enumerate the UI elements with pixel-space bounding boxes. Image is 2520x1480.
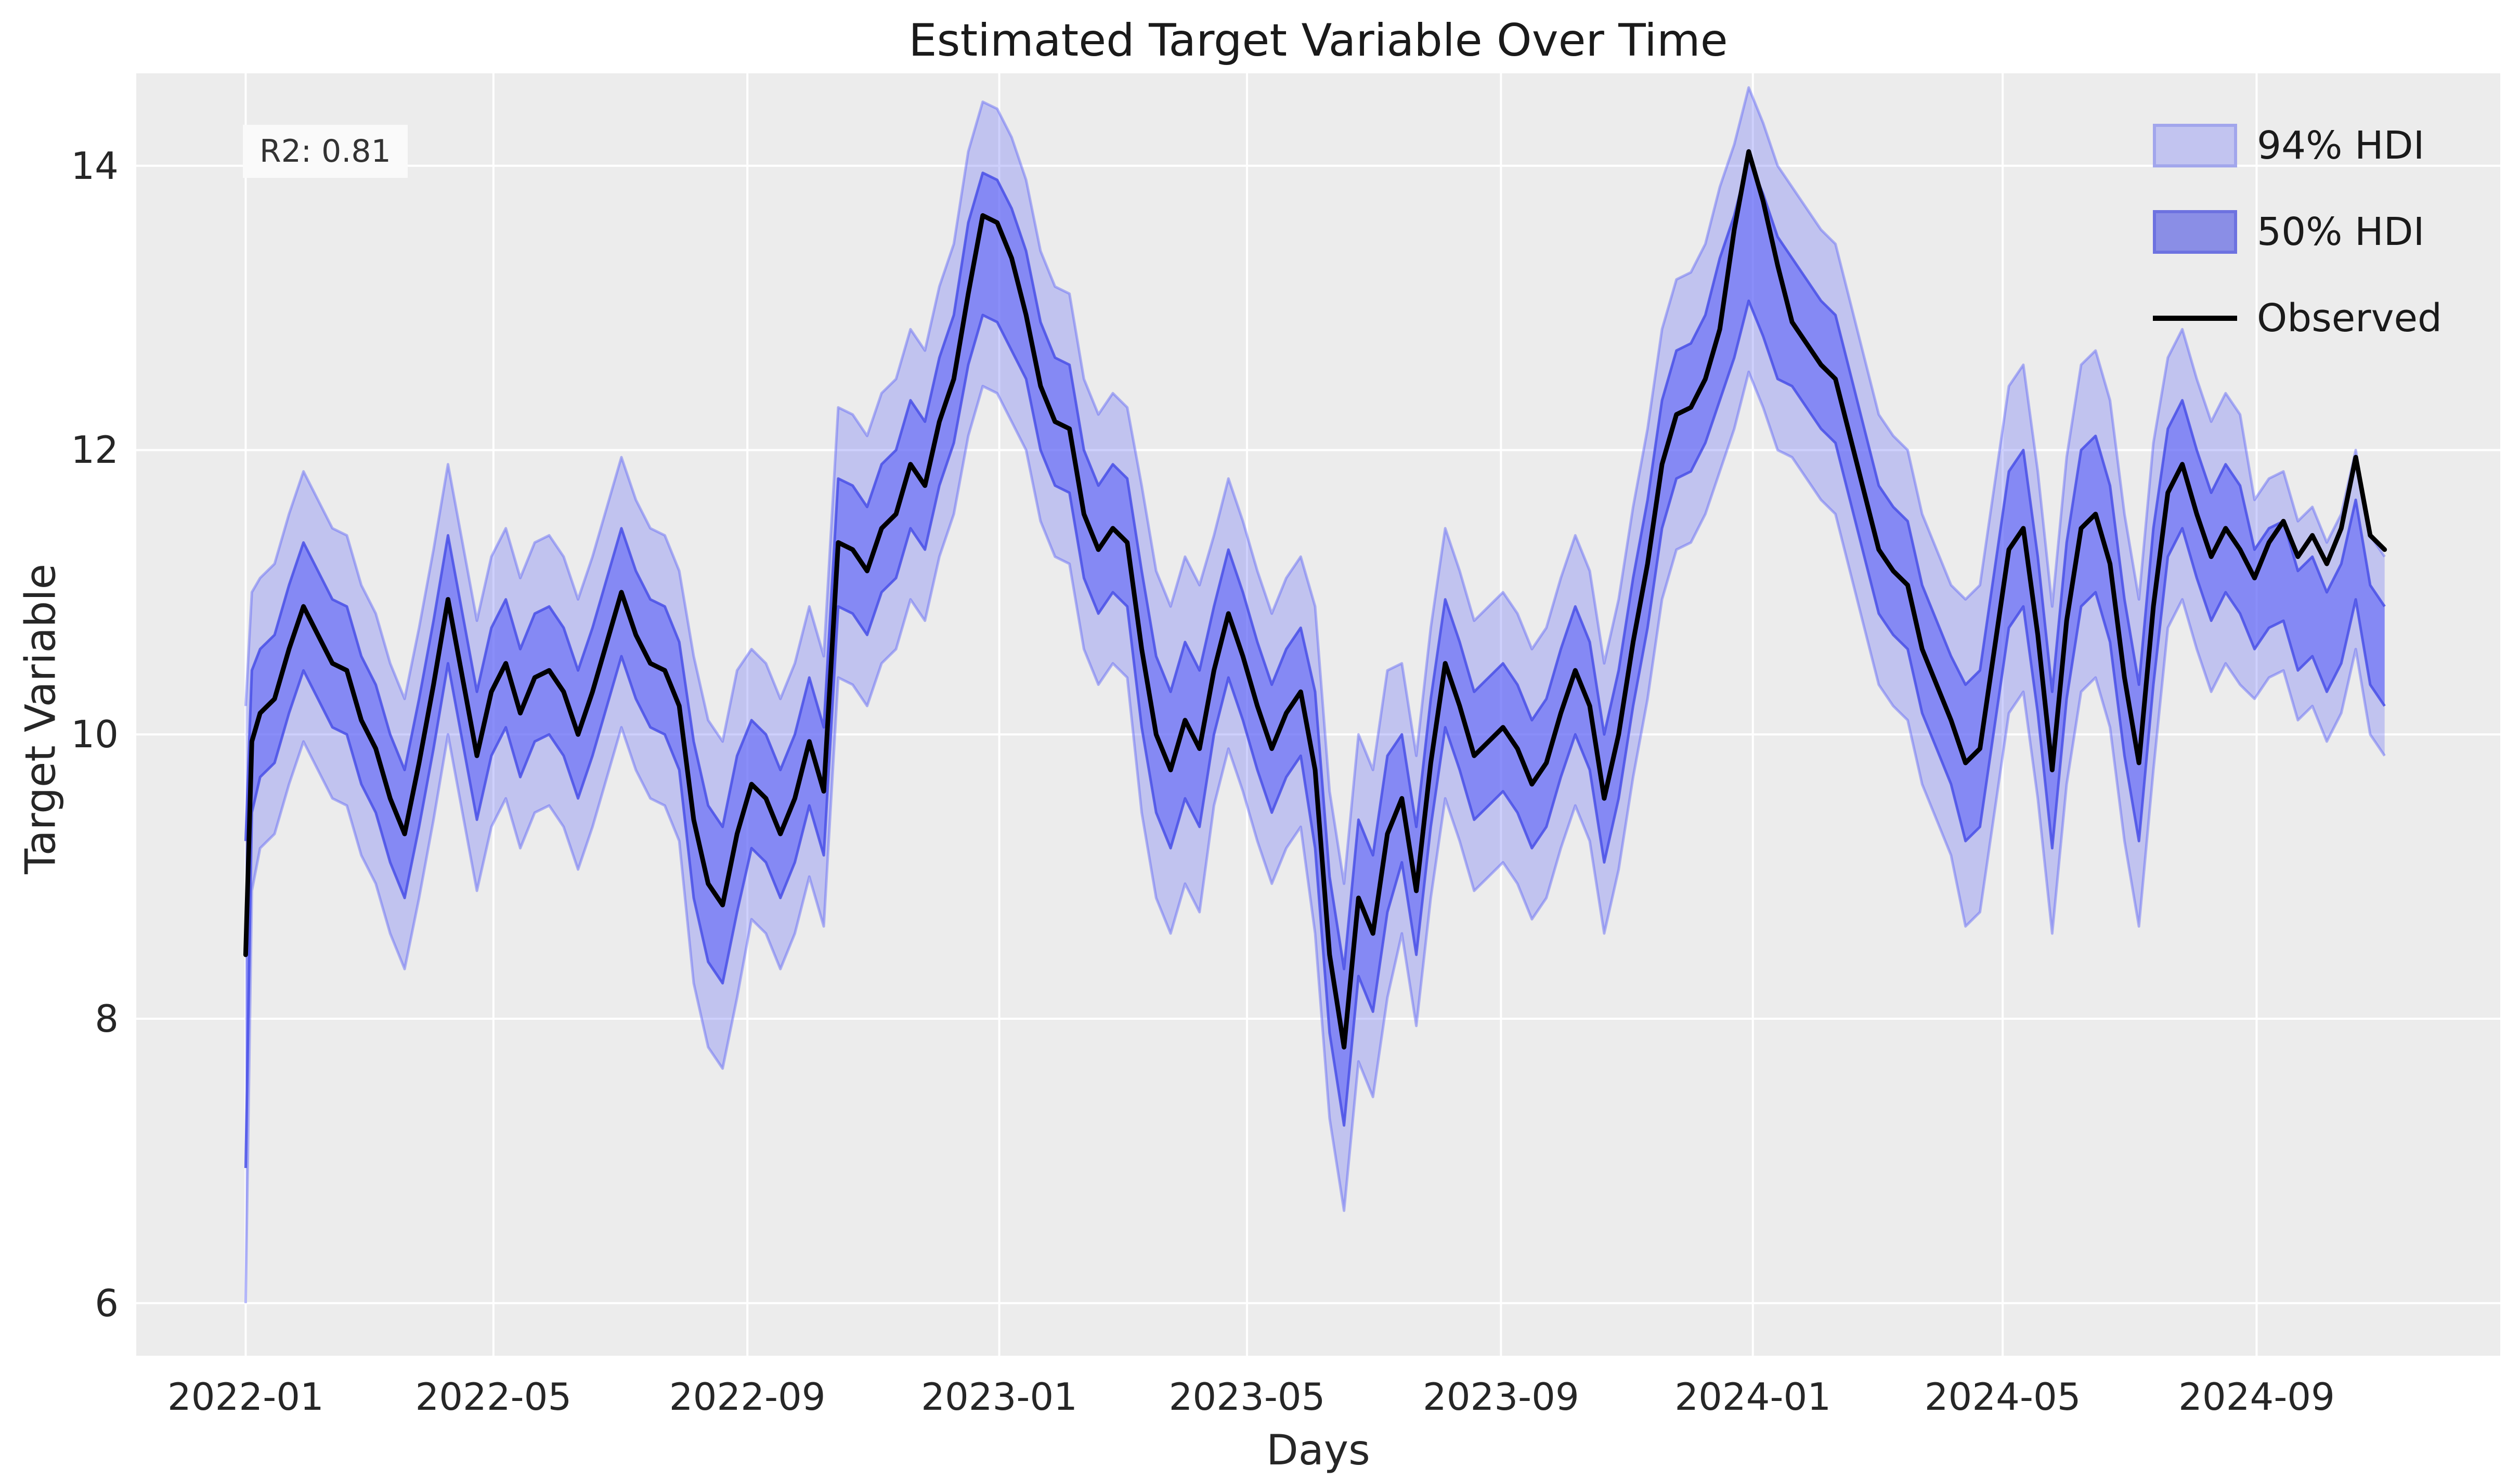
legend-item-observed: Observed	[2153, 296, 2443, 341]
y-tick-label: 10	[71, 712, 119, 757]
x-tick-label: 2023-09	[1422, 1375, 1579, 1419]
legend-item-94-hdi: 94% HDI	[2153, 123, 2442, 168]
hdi-94-upper-edge	[244, 86, 2386, 885]
legend-label: Observed	[2257, 296, 2443, 341]
hdi-50-swatch-icon	[2153, 210, 2237, 254]
x-tick-label: 2022-09	[669, 1375, 826, 1419]
legend-label: 94% HDI	[2257, 123, 2425, 168]
x-tick-label: 2022-01	[167, 1375, 324, 1419]
observed-line	[243, 149, 2387, 1050]
x-tick-label: 2024-05	[1924, 1375, 2081, 1419]
hdi-50-band	[245, 159, 2385, 1169]
x-tick-label: 2024-01	[1674, 1375, 1831, 1419]
x-tick-label: 2023-01	[921, 1375, 1077, 1419]
chart-title: Estimated Target Variable Over Time	[908, 15, 1728, 67]
hdi-50-upper-edge	[244, 157, 2386, 970]
x-tick-label: 2024-09	[2178, 1375, 2335, 1419]
y-tick-label: 8	[95, 997, 119, 1041]
x-axis-label: Days	[1266, 1426, 1370, 1474]
r2-annotation: R2: 0.81	[243, 125, 408, 178]
x-tick-label: 2022-05	[415, 1375, 572, 1419]
hdi-94-lower-edge	[244, 370, 2386, 1303]
legend-item-50-hdi: 50% HDI	[2153, 210, 2442, 254]
y-tick-label: 12	[71, 428, 119, 472]
legend-label: 50% HDI	[2257, 210, 2425, 254]
hdi-50-lower-edge	[244, 299, 2386, 1169]
observed-line-swatch-icon	[2153, 296, 2237, 340]
hdi-94-swatch-icon	[2153, 124, 2237, 167]
x-tick-label: 2023-05	[1168, 1375, 1326, 1419]
y-tick-label: 6	[95, 1281, 119, 1325]
legend: 94% HDI 50% HDI Observed	[2153, 123, 2443, 341]
y-tick-label: 14	[71, 144, 119, 188]
